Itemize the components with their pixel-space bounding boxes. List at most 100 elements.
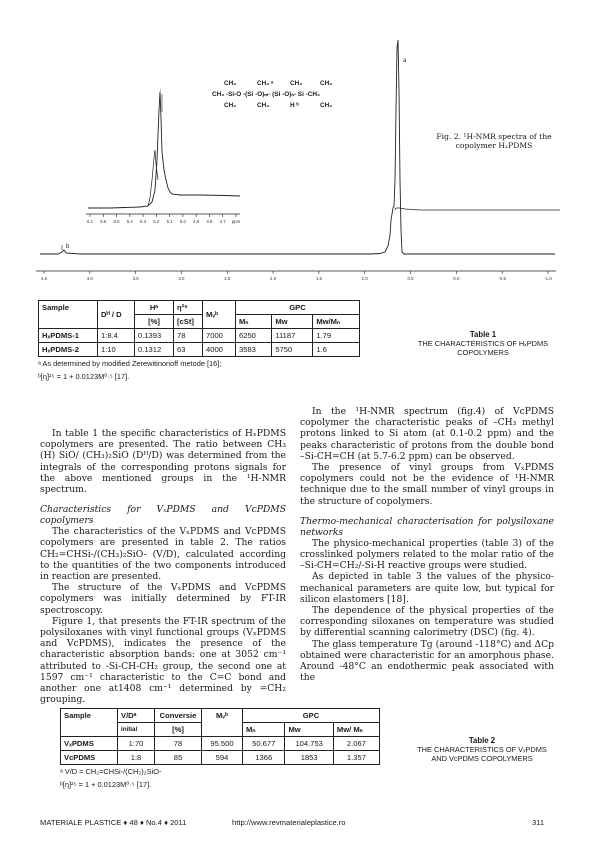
table2-caption: Table 2 THE CHARACTERISTICS OF VₓPDMS AN… xyxy=(412,736,552,763)
t1-h-mw: Mw xyxy=(271,314,314,329)
peak-label-b: b xyxy=(66,244,70,250)
t2-r1-mv: 95.500 xyxy=(201,736,243,751)
nmr-spectrum-graphic: ʲ a b 4.5 4.0 3.5 3.0 2.5 2.0 1.5 1.0 0.5 0.0 -0.5… xyxy=(36,39,560,281)
figure-caption: Fig. 2. ¹H-NMR spectra of the copolymer … xyxy=(436,132,552,150)
main-axis-tick-label: -0.5 xyxy=(498,276,506,281)
right-p5: The dependence of the physical propertie… xyxy=(300,605,554,639)
struct-top-far: CH₃ xyxy=(320,80,333,87)
struct-top-left: CH₃ xyxy=(224,80,237,87)
main-axis-tick-label: 4.0 xyxy=(87,276,94,281)
t2-h-mw: Mw xyxy=(284,722,334,737)
t1-r1-eta: 78 xyxy=(173,328,203,343)
t1-h-eta: η²⁵ xyxy=(173,300,203,315)
svg-text:ʲ: ʲ xyxy=(159,88,161,94)
structure-formula: CH₃ CH₃ ᵃ CH₃ CH₃ CH₃ -Si-O -(Si -O)ₘ- (… xyxy=(212,78,412,111)
t1-h-eta-unit: [cSt] xyxy=(173,314,203,329)
footer-journal: MATERIALE PLASTICE ♦ 48 ♦ No.4 ♦ 2011 xyxy=(40,818,187,827)
table-row: VₓPDMS 1:70 78 95.500 50.677 104.753 2.0… xyxy=(60,736,381,751)
t1-r1-mwmn: 1.79 xyxy=(312,328,360,343)
main-axis-tick-label: 0.5 xyxy=(407,276,414,281)
t1-r2-mw: 5750 xyxy=(271,342,314,357)
inset-axis-tick-label: 5.2 xyxy=(153,219,160,224)
t2-r1-mn: 50.677 xyxy=(241,736,286,751)
main-axis-tick-label: 4.5 xyxy=(41,276,48,281)
t2-r2-vd: 1:8 xyxy=(117,750,155,765)
inset-axis-tick-label: 4.9 xyxy=(193,219,200,224)
t1-r2-eta: 63 xyxy=(173,342,203,357)
right-p1: In the ¹H-NMR spectrum (fig.4) of VcPDMS… xyxy=(300,406,554,462)
table1-caption-text: THE CHARACTERISTICS OF HₓPDMS COPOLYMERS xyxy=(417,339,549,357)
t2-h-conv: Conversie xyxy=(154,708,202,723)
t1-foot-a: ᵃ As determined by modified Zerewitinono… xyxy=(38,359,222,368)
struct-chain: CH₃ -Si-O -(Si -O)ₘ- (Si -O)ₙ- Si -CH₃ xyxy=(212,91,320,98)
main-axis-tick-label: 2.5 xyxy=(224,276,231,281)
table-row: HₓPDMS-2 1:10 0.1312 63 4000 3583 5750 1… xyxy=(38,342,360,357)
table1: Sample Dᴴ / D Hᵃ η²⁵ Mᵥᵇ GPC [%] [cSt] M… xyxy=(38,300,360,382)
inset-axis-tick-label: 4.7 xyxy=(220,219,227,224)
main-axis-tick-label: 1.0 xyxy=(362,276,369,281)
main-axis-tick-label: 3.0 xyxy=(178,276,185,281)
table-row: VcPDMS 1:8 85 594 1366 1853 1.357 xyxy=(60,750,381,765)
left-column: In table 1 the specific characteristics … xyxy=(40,428,286,705)
table-row: HₓPDMS-1 1:8.4 0.1393 78 7000 6250 11187… xyxy=(38,328,360,343)
right-p6: The glass temperature Tg (around -118°C)… xyxy=(300,638,554,684)
t2-h-mv: Mᵥᵇ xyxy=(201,708,243,737)
main-axis-tick-label: 0.0 xyxy=(453,276,460,281)
t1-r1-mn: 6250 xyxy=(234,328,273,343)
t1-r2-h: 0.1312 xyxy=(134,342,174,357)
main-axis-ticks: 4.5 4.0 3.5 3.0 2.5 2.0 1.5 1.0 0.5 0.0 -0.5 -1.0 xyxy=(41,271,552,281)
right-p4: As depicted in table 3 the values of the… xyxy=(300,571,554,605)
table2: Sample V/Dᵃ Conversie Mᵥᵇ GPC initial [%… xyxy=(60,708,381,790)
t2-r2-conv: 85 xyxy=(154,750,202,765)
t2-r2-mwmn: 1.357 xyxy=(332,750,381,765)
t1-h-h: Hᵃ xyxy=(134,300,174,315)
left-p3: The structure of the VₓPDMS and VcPDMS c… xyxy=(40,582,286,616)
t2-h-vd: V/Dᵃ xyxy=(117,708,155,723)
table1-caption: Table 1 THE CHARACTERISTICS OF HₓPDMS CO… xyxy=(408,330,558,357)
t2-h-vd-sub: initial xyxy=(117,722,155,737)
t1-r1-dh: 1:8.4 xyxy=(97,328,135,343)
inset-axis-tick-label: 5.0 xyxy=(180,219,187,224)
inset-axis-ticks: 6.1 5.6 5.5 5.4 5.3 5.2 5.1 5.0 4.9 4.8 4.7 ppm xyxy=(87,214,241,224)
t2-h-mwmn: Mw/ Mₙ xyxy=(332,722,381,737)
left-heading: Characteristics for VₓPDMS and VcPDMS co… xyxy=(40,504,286,527)
t2-r1-sample: VₓPDMS xyxy=(60,736,118,751)
struct-top-mid: CH₃ ᵃ xyxy=(257,80,274,87)
right-column: In the ¹H-NMR spectrum (fig.4) of VcPDMS… xyxy=(300,406,554,683)
footer-url[interactable]: http://www.revmaterialeplastice.ro xyxy=(232,818,346,827)
t2-h-gpc: GPC xyxy=(242,708,380,723)
t1-r1-mw: 11187 xyxy=(271,328,314,343)
t2-h-conv-unit: [%] xyxy=(154,722,202,737)
main-axis-tick-label: -1.0 xyxy=(544,276,552,281)
main-axis-tick-label: 2.0 xyxy=(270,276,277,281)
t1-r2-mv: 4000 xyxy=(202,342,236,357)
struct-bot-right: H ᵇ xyxy=(290,102,299,109)
t1-h-dh: Dᴴ / D xyxy=(97,300,135,329)
t1-r1-mv: 7000 xyxy=(202,328,236,343)
table2-caption-text: THE CHARACTERISTICS OF VₓPDMS AND VcPDMS… xyxy=(417,745,547,763)
t2-r1-mw: 104.753 xyxy=(284,736,334,751)
t2-r2-sample: VcPDMS xyxy=(60,750,118,765)
inset-axis-tick-label: 5.4 xyxy=(127,219,134,224)
main-axis-tick-label: 3.5 xyxy=(133,276,140,281)
inset-axis-tick-label: 5.6 xyxy=(100,219,107,224)
inset-axis-tick-label: ppm xyxy=(232,219,241,224)
t1-h-sample: Sample xyxy=(38,300,98,329)
t1-r2-mn: 3583 xyxy=(234,342,273,357)
nmr-figure: ʲ a b 4.5 4.0 3.5 3.0 2.5 2.0 1.5 1.0 0.5 0.0 -0.5… xyxy=(0,30,595,295)
t2-foot-b: ᵇ[η]²⁵ = 1 + 0.0123M⁰·⁵ [17]. xyxy=(60,780,152,789)
t2-r2-mn: 1366 xyxy=(241,750,286,765)
inset-spectrum: ʲ xyxy=(86,88,241,215)
inset-axis-tick-label: 5.1 xyxy=(167,219,174,224)
t1-r1-sample: HₓPDMS-1 xyxy=(38,328,98,343)
table1-caption-title: Table 1 xyxy=(469,330,497,339)
t2-r2-mv: 594 xyxy=(201,750,243,765)
t1-h-gpc: GPC xyxy=(235,300,360,315)
struct-bot-mid: CH₃ xyxy=(257,102,270,109)
struct-bot-far: CH₃ xyxy=(320,102,333,109)
left-p1: In table 1 the specific characteristics … xyxy=(40,428,286,496)
t2-r2-mw: 1853 xyxy=(284,750,334,765)
t1-r2-mwmn: 1.6 xyxy=(312,342,360,357)
main-spectrum: a b xyxy=(36,39,560,272)
inset-axis-tick-label: 4.8 xyxy=(206,219,213,224)
